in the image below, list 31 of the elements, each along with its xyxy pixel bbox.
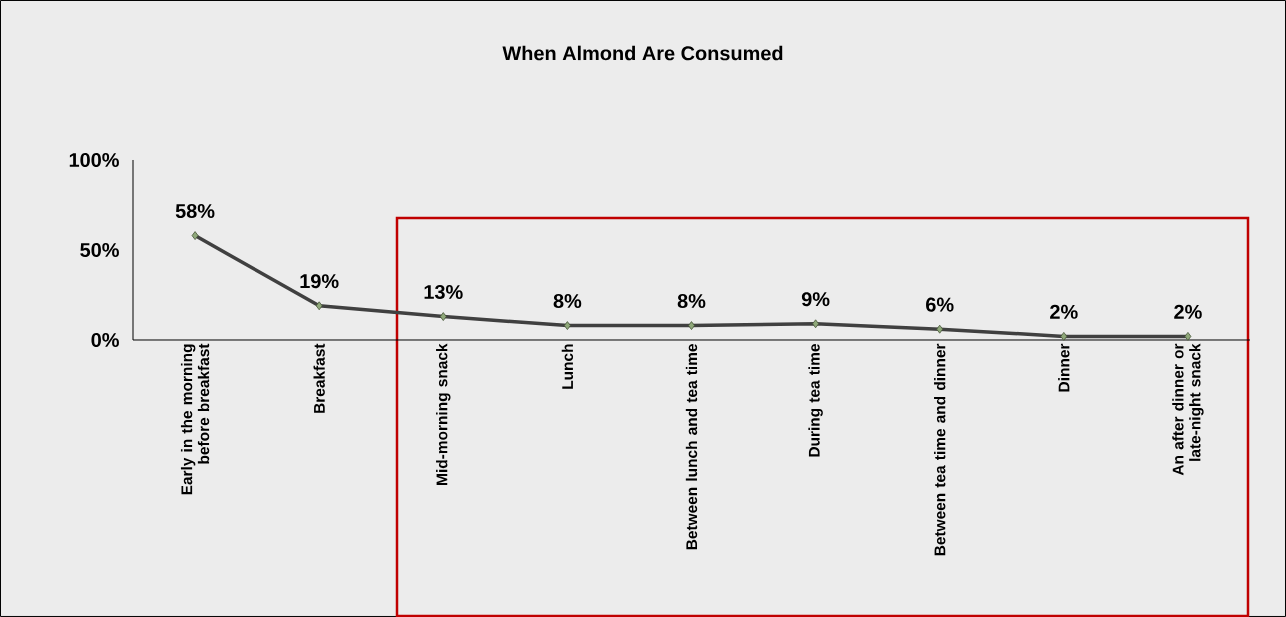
data-label: 2% [1050,304,1078,319]
x-tick-label: Between tea time and dinner [934,343,946,556]
point [812,319,819,329]
point [315,301,323,311]
y-tick-label: 0% [91,332,119,347]
point [936,324,944,334]
point [191,231,199,240]
point [1184,331,1192,341]
x-tick-label: Dinner [1058,343,1070,392]
x-tick-label: During tea time [808,343,823,457]
data-label: 2% [1174,304,1202,319]
x-tick-label: Between lunch and tea time [685,343,698,550]
data-label: 19% [300,274,339,289]
data-label: 8% [553,293,582,308]
data-label: 58% [175,203,215,218]
x-tick-label: Mid-morning snack [436,343,451,485]
x-tick-label: An after dinner or late-night snack [1172,343,1204,476]
x-tick-label: Lunch [561,344,574,389]
data-label: 6% [926,297,954,312]
y-tick-label: 50% [80,242,119,257]
point [563,321,571,330]
data-label: 9% [801,292,830,307]
y-tick-label: 100% [69,152,119,167]
chart-title: When Almond Are Consumed [502,45,783,61]
x-tick-label: Early in the morning before breakfast [180,343,210,495]
data-label: 8% [677,293,706,308]
point [439,312,447,321]
point [688,321,695,330]
data-label: 13% [424,284,463,299]
x-tick-label: Breakfast [313,343,325,413]
point [1060,331,1068,341]
